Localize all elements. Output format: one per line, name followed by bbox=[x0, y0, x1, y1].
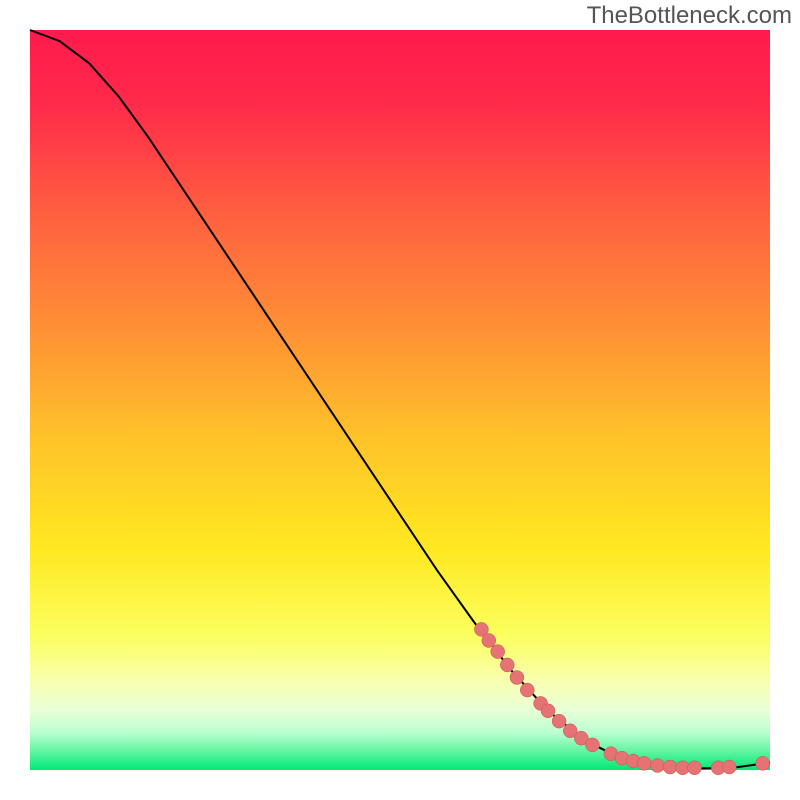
chart-container: TheBottleneck.com bbox=[0, 0, 800, 800]
watermark-text: TheBottleneck.com bbox=[587, 2, 792, 30]
background-gradient bbox=[0, 0, 800, 800]
